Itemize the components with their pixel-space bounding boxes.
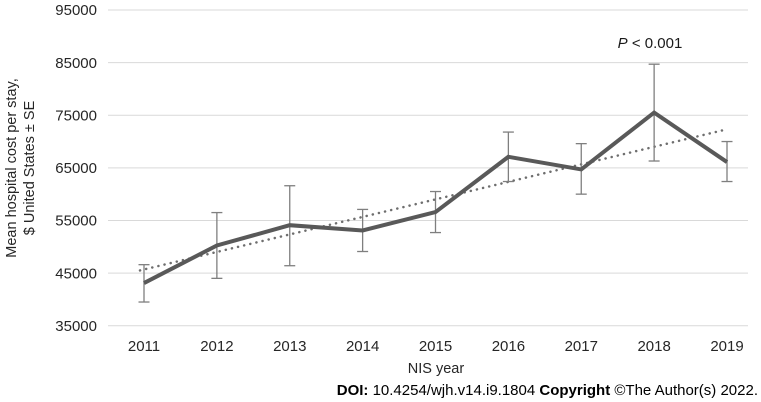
trend-line bbox=[138, 129, 724, 272]
doi-value: 10.4254/wjh.v14.i9.1804 bbox=[368, 382, 540, 399]
x-tick-label: 2013 bbox=[273, 338, 306, 355]
series-line bbox=[143, 110, 729, 285]
doi-label: DOI: bbox=[336, 382, 369, 399]
x-tick-label: 2018 bbox=[637, 338, 670, 355]
series-layer bbox=[138, 63, 733, 303]
x-tick-label: 2017 bbox=[565, 338, 598, 355]
copyright-value: ©The Author(s) 2022. bbox=[610, 382, 758, 399]
y-tick-label: 95000 bbox=[55, 2, 97, 19]
x-tick-label: 2015 bbox=[419, 338, 452, 355]
x-tick-label: 2019 bbox=[710, 338, 743, 355]
x-tick-label: 2011 bbox=[128, 338, 160, 355]
y-axis-title-line1: Mean hospital cost per stay, bbox=[4, 78, 20, 257]
error-bar bbox=[138, 264, 150, 303]
y-tick-label: 45000 bbox=[55, 265, 97, 282]
p-value-symbol: P bbox=[618, 35, 628, 52]
x-tick-label: 2016 bbox=[492, 338, 525, 355]
p-value-rest: < 0.001 bbox=[628, 35, 683, 52]
x-tick-label: 2014 bbox=[346, 338, 379, 355]
copyright-label: Copyright bbox=[539, 382, 611, 399]
y-tick-label: 55000 bbox=[55, 213, 97, 230]
y-tick-label: 85000 bbox=[55, 55, 97, 72]
y-tick-label: 35000 bbox=[55, 318, 97, 335]
tick-layer: 35000 45000 55000 65000 75000 85000 95000 2011 2… bbox=[55, 2, 743, 355]
y-tick-label: 75000 bbox=[55, 107, 97, 124]
p-value-annotation: P < 0.001 bbox=[618, 35, 683, 52]
y-tick-label: 65000 bbox=[55, 160, 97, 177]
y-axis-title-line2: $ United States ± SE bbox=[22, 100, 38, 235]
x-axis-title: NIS year bbox=[408, 361, 465, 377]
grid-layer bbox=[108, 9, 748, 327]
doi-copyright-line: DOI: 10.4254/wjh.v14.i9.1804 Copyright ©… bbox=[337, 382, 758, 400]
x-tick-label: 2012 bbox=[200, 338, 233, 355]
